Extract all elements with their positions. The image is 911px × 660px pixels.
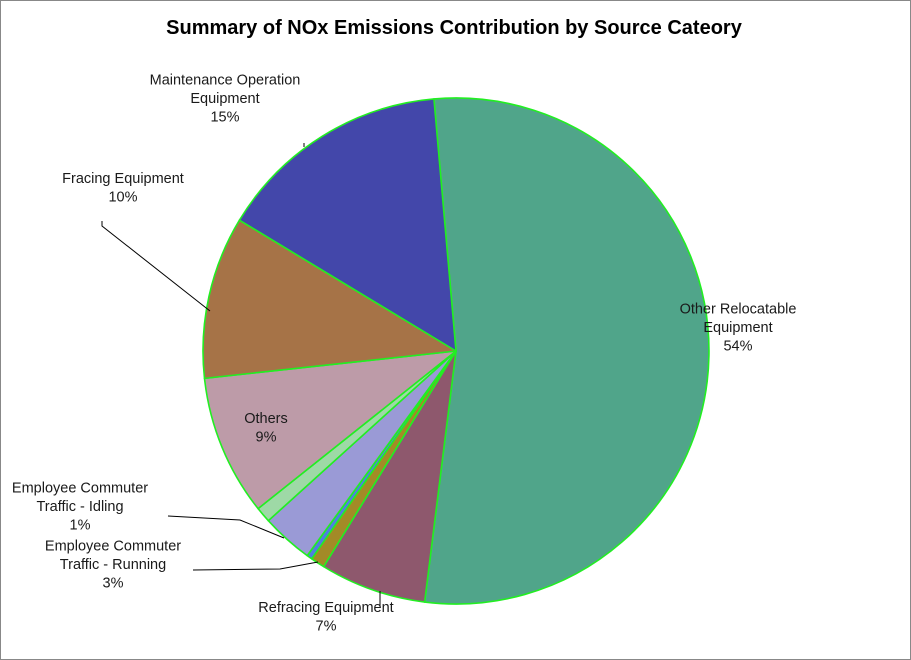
- slice-percent: 15%: [210, 110, 239, 126]
- pie-slice-refracing-equipment: [322, 350, 457, 603]
- slice-name-line: Fracing Equipment: [62, 171, 184, 187]
- slice-name-line: Other Relocatable: [680, 302, 797, 318]
- slice-label-other-relocatable-equipment: Other Relocatable Equipment 54%: [680, 302, 797, 355]
- pie-slice-others: [203, 350, 457, 510]
- slice-name-line: Employee Commuter: [12, 481, 148, 497]
- slice-label-employee-commuter-traffic-running: Employee Commuter Traffic - Running 3%: [45, 539, 181, 592]
- pie-slice-other-relocatable-equipment: [423, 97, 710, 605]
- leader-lines: [101, 143, 381, 606]
- slice-name-line: Equipment: [703, 320, 772, 336]
- slice-name-line: Others: [244, 411, 288, 427]
- slice-label-maintenance-operation-equipment: Maintenance Operation Equipment 15%: [150, 73, 301, 126]
- pie-slice-fracing-equipment: [202, 219, 457, 380]
- slice-percent: 54%: [723, 339, 752, 355]
- slice-name-line: Employee Commuter: [45, 539, 181, 555]
- slice-percent: 3%: [103, 576, 124, 592]
- slice-name-line: Traffic - Running: [60, 557, 166, 573]
- slice-label-others: Others 9%: [244, 411, 288, 446]
- chart-title: Summary of NOx Emissions Contribution by…: [166, 17, 743, 39]
- slice-percent: 7%: [316, 618, 337, 634]
- slice-name-line: Refracing Equipment: [258, 600, 393, 616]
- slice-labels: Other Relocatable Equipment 54% Refracing E…: [12, 73, 797, 635]
- pie-slices: [202, 97, 710, 605]
- slice-label-refracing-equipment: Refracing Equipment 7%: [258, 600, 393, 635]
- leader-line-employee-commuter-traffic-running: [192, 561, 319, 571]
- slice-percent: 10%: [108, 189, 137, 205]
- slice-label-employee-commuter-traffic-idling: Employee Commuter Traffic - Idling 1%: [12, 481, 148, 534]
- slice-percent: 9%: [256, 429, 277, 445]
- slice-name-line: Traffic - Idling: [36, 499, 123, 515]
- leader-line-fracing-equipment: [101, 221, 211, 312]
- slice-name-line: Equipment: [190, 91, 259, 107]
- leader-line-employee-commuter-traffic-idling: [167, 515, 285, 539]
- pie-slice-maintenance-operation-equipment: [238, 98, 457, 352]
- slice-percent: 1%: [70, 518, 91, 534]
- slice-label-fracing-equipment: Fracing Equipment 10%: [62, 171, 184, 206]
- slice-name-line: Maintenance Operation: [150, 73, 301, 89]
